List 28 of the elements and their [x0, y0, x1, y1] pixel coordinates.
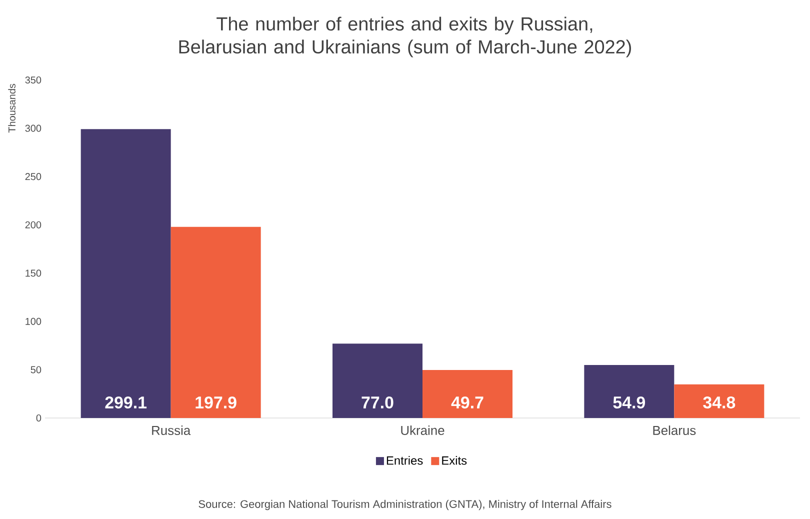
bar [674, 384, 764, 418]
bar [584, 364, 674, 418]
data-label: 77.0 [362, 396, 394, 408]
legend-label: Entries [386, 456, 423, 465]
bar [80, 129, 171, 418]
x-tick-label: Belarus [653, 426, 696, 436]
y-tick-label: 350 [25, 76, 42, 84]
x-tick-label: Russia [152, 426, 191, 436]
chart-title: The number of entries and exits by Russian, Belarusian and Ukrainians (sum of March-June 2022) [179, 16, 631, 58]
source-note: Source: Georgian National Tourism Administration (GNTA), Ministry of Internal Affairs [198, 500, 612, 510]
y-axis-title: Thousands [8, 84, 16, 133]
data-label: 299.1 [105, 396, 147, 408]
data-label: 34.8 [703, 396, 736, 408]
y-tick-label: 200 [25, 221, 42, 228]
y-tick-label: 0 [36, 414, 42, 422]
legend-label: Exits [442, 456, 467, 465]
data-label: 197.9 [196, 396, 236, 408]
bar [170, 226, 261, 418]
bar [332, 344, 423, 418]
x-tick-label: Ukraine [401, 426, 444, 436]
y-tick-label: 50 [30, 366, 42, 374]
data-label: 49.7 [451, 396, 484, 408]
data-label: 54.9 [613, 396, 646, 408]
y-tick-label: 150 [26, 270, 42, 277]
y-tick-label: 300 [25, 124, 42, 132]
y-tick-label: 250 [25, 173, 42, 180]
bar [422, 370, 513, 418]
y-tick-label: 100 [26, 318, 42, 325]
